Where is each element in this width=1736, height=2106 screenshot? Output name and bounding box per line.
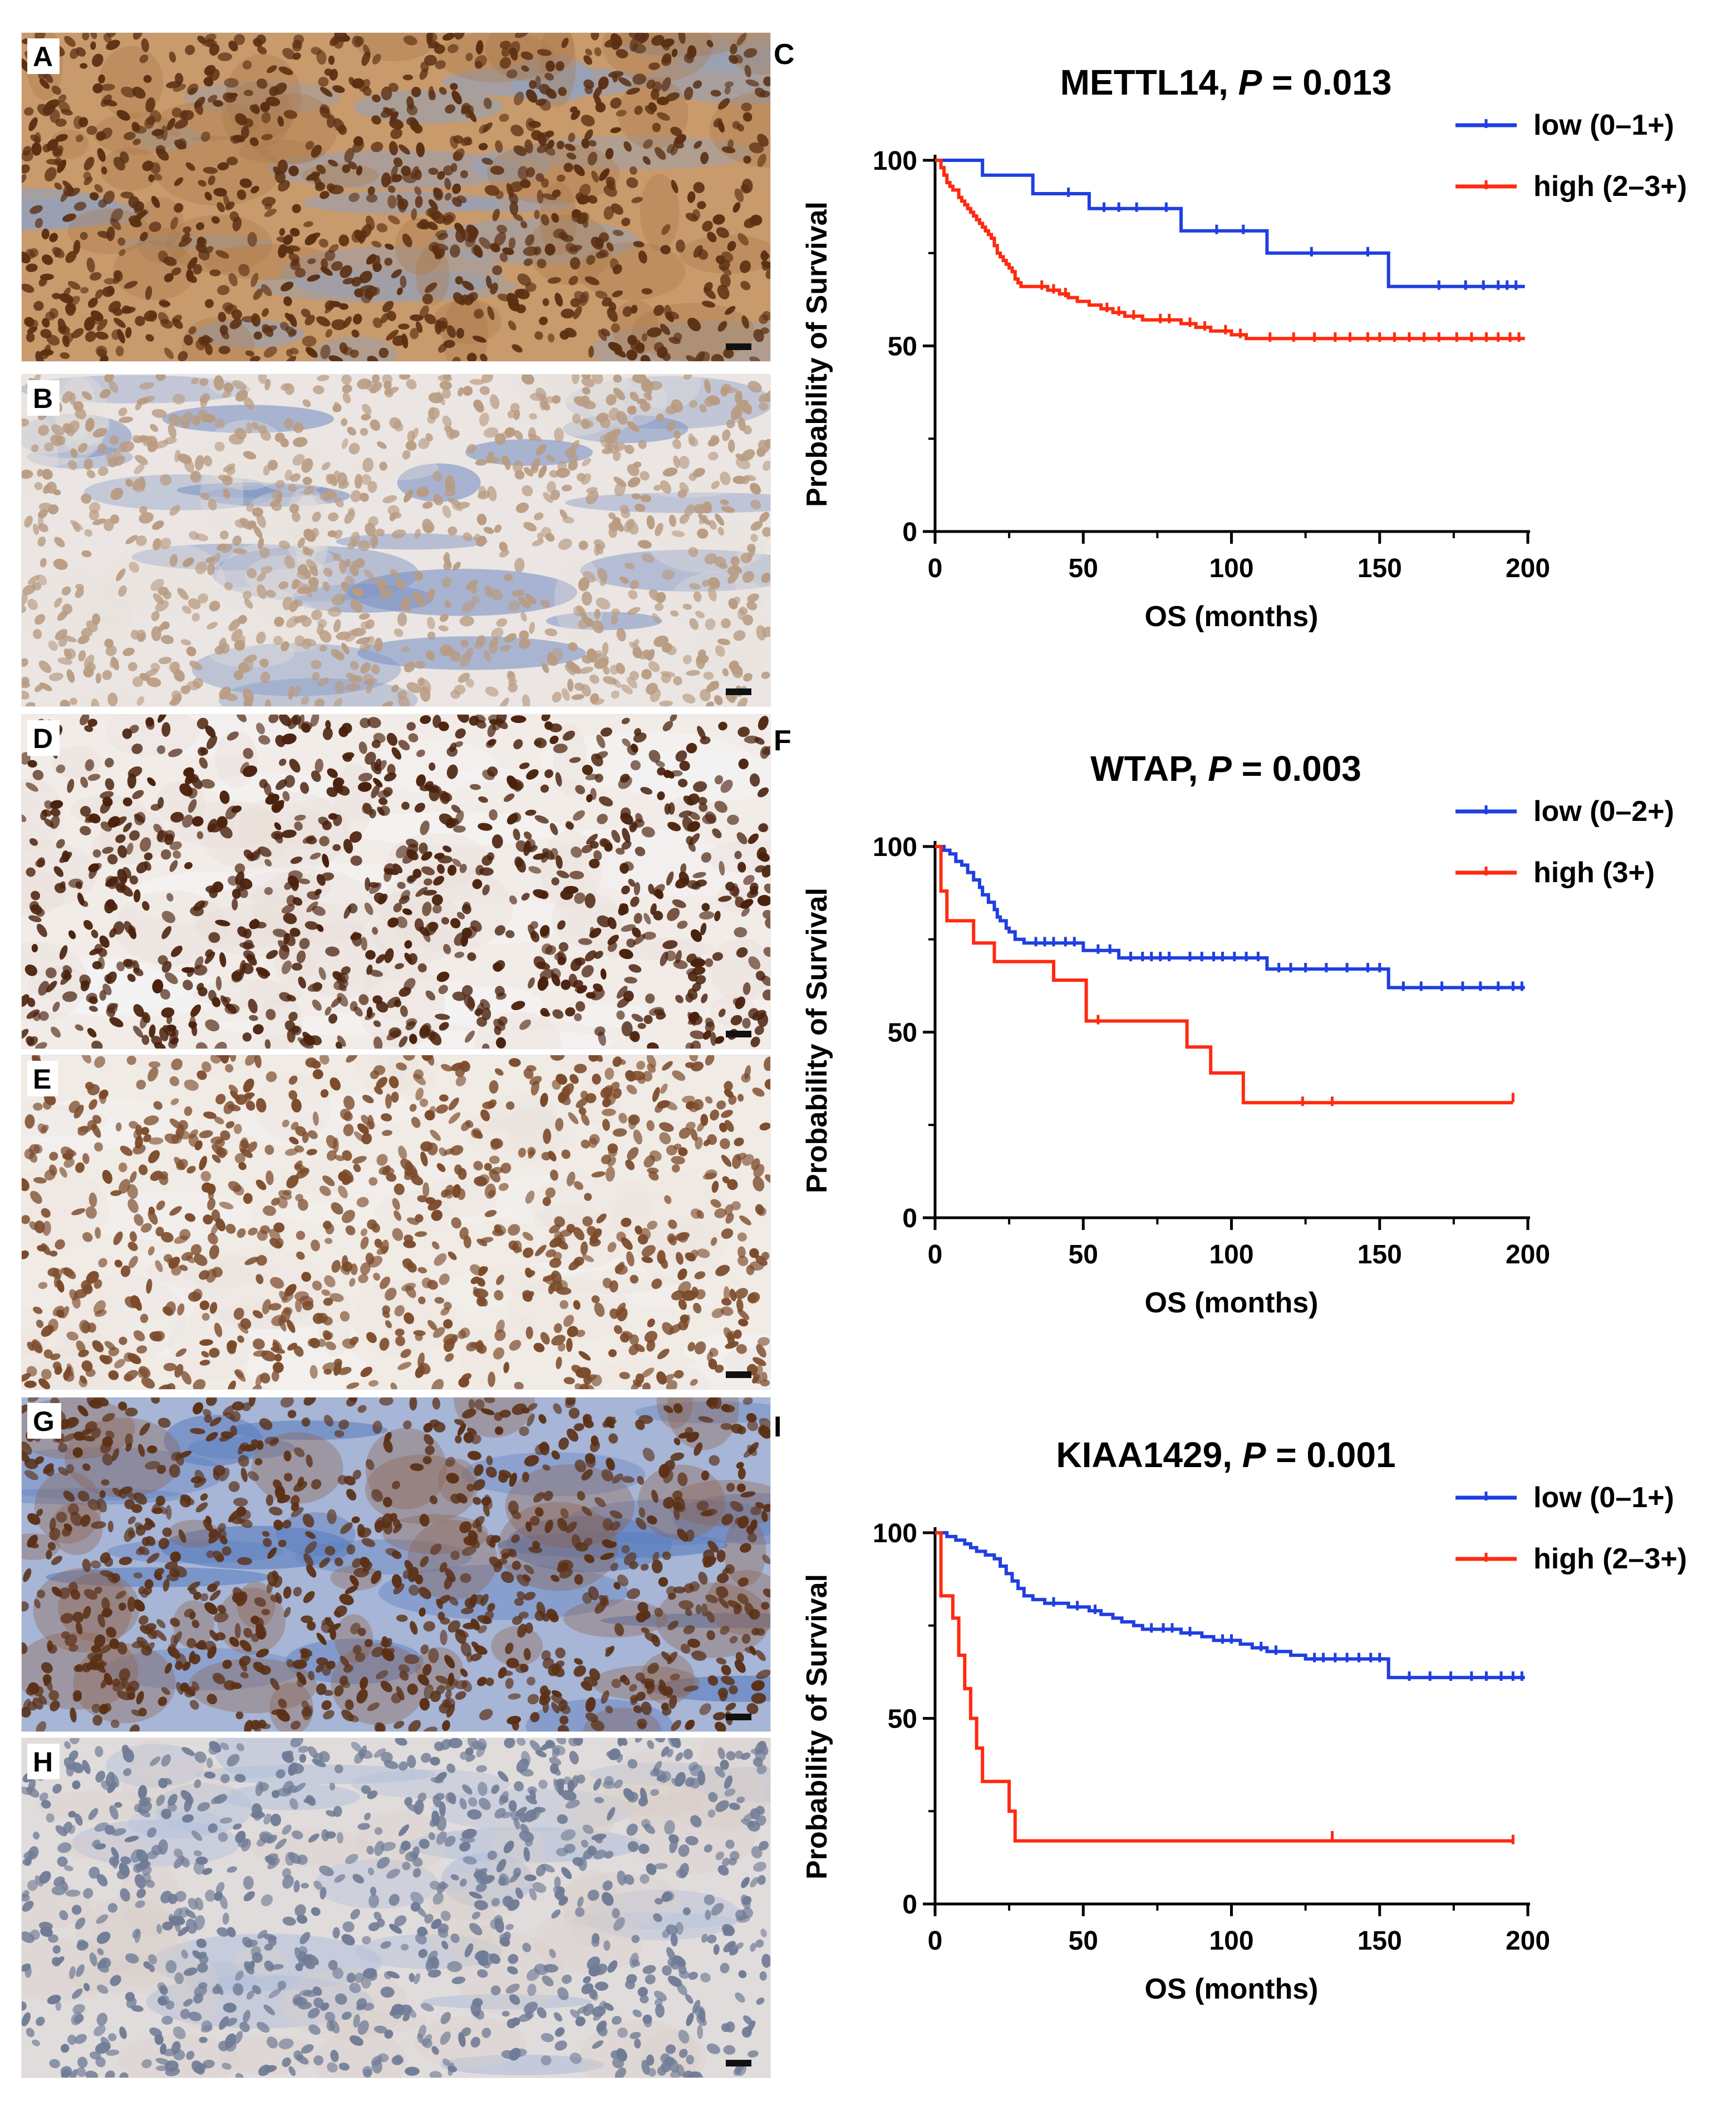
legend-label: low (0–1+) [1533,109,1674,141]
tissue-texture [22,715,770,1049]
x-axis-label: OS (months) [1145,1973,1319,2005]
y-axis-label: Probability of Survival [801,1574,833,1879]
scale-bar [726,343,751,350]
y-tick-label: 0 [902,518,917,547]
scale-bar [726,688,751,695]
y-tick-label: 100 [873,146,917,176]
survival-curve [935,1531,1513,1843]
micrograph-d: D [21,714,771,1049]
y-axis-label: Probability of Survival [801,888,833,1193]
x-tick-label: 150 [1358,554,1402,583]
micrograph-h-image [22,1738,770,2078]
panel-label: F [774,725,791,757]
survival-curve [935,159,1525,288]
x-tick-label: 100 [1209,1926,1253,1956]
micrograph-e-image [22,1055,770,1389]
survival-chart-svg: F WTAP, P = 0.003 0 50 100 0 50 100 150 200 OS (mo… [774,725,1674,1319]
panel-label: C [774,38,795,71]
y-tick-label: 50 [888,1018,917,1048]
x-tick-label: 0 [928,1926,943,1956]
y-axis-label: Probability of Survival [801,201,833,507]
series-low [935,845,1525,991]
micrograph-a: A [21,32,771,362]
survival-chart-f: F WTAP, P = 0.003 0 50 100 0 50 100 150 200 OS (mo… [768,703,1736,1396]
x-tick-label: 200 [1506,1240,1550,1269]
survival-curve [935,845,1525,990]
micrograph-d-image [22,715,770,1049]
legend-item: low (0–1+) [1455,109,1674,141]
x-tick-label: 200 [1506,554,1550,583]
y-tick-label: 0 [902,1204,917,1233]
series-high [935,159,1525,342]
legend-label: low (0–1+) [1533,1482,1674,1514]
survival-curve [935,1531,1525,1680]
panel-label-b: B [27,380,60,416]
micrograph-e: E [21,1055,771,1390]
survival-curve [935,845,1513,1105]
scale-bar [726,1714,751,1720]
x-axis-label: OS (months) [1145,601,1319,633]
legend-item: high (2–3+) [1455,170,1687,203]
scale-bar [726,1031,751,1037]
chart-title: KIAA1429, P = 0.001 [1056,1435,1395,1475]
survival-chart-c: C METTL14, P = 0.013 0 50 100 0 50 100 150 200 OS … [768,17,1736,710]
series-high [935,845,1514,1106]
legend-label: high (3+) [1533,857,1655,889]
legend-item: low (0–2+) [1455,795,1674,828]
panel-label-g: G [27,1403,61,1439]
micrograph-b: B [21,374,771,707]
micrograph-g-image [22,1398,770,1731]
x-tick-label: 0 [928,1240,943,1269]
tissue-texture [22,1055,770,1389]
x-tick-label: 100 [1209,554,1253,583]
tissue-texture [22,375,770,706]
micrograph-a-image [22,33,770,361]
panel-label-e: E [27,1061,58,1096]
panel-label-a: A [27,38,60,74]
tissue-texture [22,1738,770,2078]
legend-item: high (2–3+) [1455,1543,1687,1575]
x-axis-label: OS (months) [1145,1287,1319,1319]
x-tick-label: 50 [1069,1240,1098,1269]
micrograph-h: H [21,1738,771,2078]
x-tick-label: 150 [1358,1240,1402,1269]
scale-bar [726,2060,751,2066]
micrograph-g: G [21,1397,771,1732]
x-tick-label: 200 [1506,1926,1550,1956]
chart-title: METTL14, P = 0.013 [1060,62,1392,102]
x-tick-label: 50 [1069,554,1098,583]
y-tick-label: 100 [873,833,917,862]
micrograph-b-image [22,375,770,706]
series-high [935,1531,1514,1844]
chart-title: WTAP, P = 0.003 [1090,749,1361,789]
survival-chart-i: I KIAA1429, P = 0.001 0 50 100 0 50 100 150 200 OS… [768,1389,1736,2082]
x-tick-label: 0 [928,554,943,583]
legend-label: high (2–3+) [1533,170,1687,203]
series-low [935,1531,1525,1681]
tissue-texture [22,33,770,361]
y-tick-label: 0 [902,1890,917,1920]
legend-label: high (2–3+) [1533,1543,1687,1575]
y-tick-label: 100 [873,1519,917,1548]
legend-item: high (3+) [1455,857,1655,889]
panel-label: I [774,1411,781,1443]
scale-bar [726,1371,751,1378]
x-tick-label: 50 [1069,1926,1098,1956]
survival-chart-svg: I KIAA1429, P = 0.001 0 50 100 0 50 100 150 200 OS… [774,1411,1687,2005]
y-tick-label: 50 [888,1705,917,1734]
legend-label: low (0–2+) [1533,795,1674,828]
panel-label-h: H [27,1744,60,1779]
series-low [935,159,1525,290]
survival-chart-svg: C METTL14, P = 0.013 0 50 100 0 50 100 150 200 OS … [774,38,1687,633]
legend-item: low (0–1+) [1455,1482,1674,1514]
tissue-texture [22,1398,770,1731]
survival-curve [935,159,1525,341]
x-tick-label: 100 [1209,1240,1253,1269]
panel-label-d: D [27,720,60,756]
y-tick-label: 50 [888,332,917,362]
x-tick-label: 150 [1358,1926,1402,1956]
